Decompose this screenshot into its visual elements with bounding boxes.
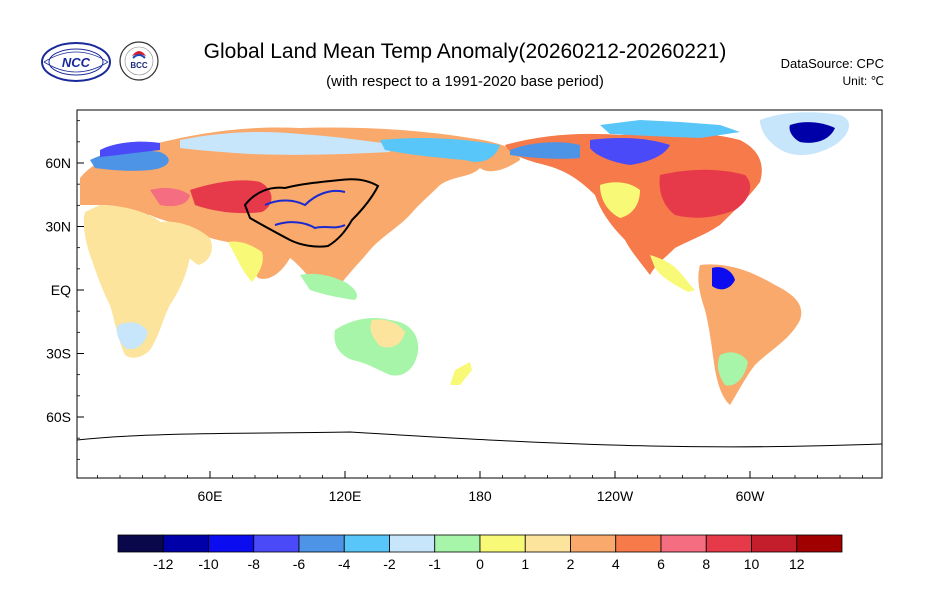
anom-central-asia-warm	[190, 180, 272, 214]
colorbar-label: 10	[744, 556, 760, 572]
colorbar-label: -8	[248, 556, 261, 572]
anom-greenland-cold	[789, 122, 835, 143]
colorbar-swatch	[162, 534, 209, 553]
map-subtitle: (with respect to a 1991-2020 base period…	[326, 73, 604, 90]
colorbar-swatch	[434, 534, 481, 553]
colorbar-label: -4	[338, 556, 351, 572]
lat-label: 30N	[45, 219, 71, 235]
colorbar-swatch	[751, 534, 798, 553]
land-maritime-asia	[300, 273, 357, 300]
unit-label: Unit: ℃	[842, 74, 884, 88]
colorbar-label: 4	[612, 556, 620, 572]
data-source: DataSource: CPC	[780, 56, 884, 71]
anom-east-asia-cold	[380, 137, 500, 162]
yangtze-river	[274, 221, 346, 230]
anom-mideast-warm	[150, 187, 190, 207]
lon-label: 180	[468, 488, 492, 504]
colorbar-swatch	[253, 534, 300, 553]
lon-label: 120W	[597, 488, 634, 504]
lon-label: 60W	[736, 488, 766, 504]
colorbar-swatch	[615, 534, 662, 553]
colorbar-swatch	[117, 534, 164, 553]
map-title: Global Land Mean Temp Anomaly(20260212-2…	[203, 40, 727, 63]
land-india	[228, 241, 263, 282]
colorbar-label: 0	[476, 556, 484, 572]
colorbar-label: 2	[567, 556, 575, 572]
longitude-axis: 60E 120E 180 120W 60W	[97, 471, 863, 504]
colorbar-swatch	[570, 534, 617, 553]
anom-east-us-warm	[659, 169, 751, 218]
anom-amazon-cold	[712, 267, 735, 290]
anom-west-us	[600, 182, 640, 218]
yellow-river	[264, 189, 346, 207]
anom-north-asia	[180, 132, 390, 155]
land-fields	[77, 112, 882, 478]
anom-sa-south	[717, 352, 748, 386]
bcc-logo-text: BCC	[130, 61, 148, 70]
colorbar-label: -6	[293, 556, 306, 572]
lat-label: 60N	[45, 155, 71, 171]
land-eurasia	[80, 127, 520, 293]
china-border	[243, 178, 380, 248]
colorbar-label: 6	[657, 556, 665, 572]
anom-africa-south	[116, 322, 148, 350]
ncc-logo-text: NCC	[62, 55, 91, 70]
colorbar-label: 12	[789, 556, 805, 572]
colorbar-label: -10	[198, 556, 218, 572]
colorbar: -12 -10 -8 -6 -4 -2 -1 0 1 2 4 6 8 10 12	[117, 534, 843, 572]
colorbar-swatch	[660, 534, 707, 553]
lat-label: 60S	[46, 409, 71, 425]
colorbar-label: -12	[153, 556, 173, 572]
colorbar-label: -1	[429, 556, 442, 572]
lat-label: 30S	[46, 346, 71, 362]
lat-label: EQ	[51, 282, 71, 298]
land-africa	[83, 205, 190, 358]
bcc-logo: BCC	[119, 41, 159, 81]
anom-canada-cold	[590, 137, 670, 165]
colorbar-swatch	[524, 534, 571, 553]
colorbar-label: 1	[521, 556, 529, 572]
anom-europe-cold	[100, 141, 160, 157]
colorbar-swatch	[479, 534, 526, 553]
land-arabia	[160, 221, 212, 265]
colorbar-swatch	[343, 534, 390, 553]
lon-label: 60E	[198, 488, 223, 504]
colorbar-swatch	[389, 534, 436, 553]
land-arctic-islands	[600, 120, 740, 138]
anom-australia-warm	[370, 319, 405, 348]
land-central-america	[650, 255, 695, 292]
colorbar-swatch	[208, 534, 255, 553]
colorbar-swatch	[796, 534, 843, 553]
ncc-logo: NCC	[41, 42, 111, 82]
antarctica-coast	[77, 431, 882, 448]
colorbar-label: -2	[383, 556, 396, 572]
latitude-axis: 60N 30N EQ 30S 60S	[45, 120, 84, 460]
land-antarctica	[77, 432, 882, 478]
land-new-zealand	[450, 362, 472, 385]
anom-alaska-cold	[510, 142, 580, 159]
lon-label: 120E	[329, 488, 362, 504]
colorbar-swatch	[298, 534, 345, 553]
colorbar-label: 8	[702, 556, 710, 572]
colorbar-swatch	[705, 534, 752, 553]
